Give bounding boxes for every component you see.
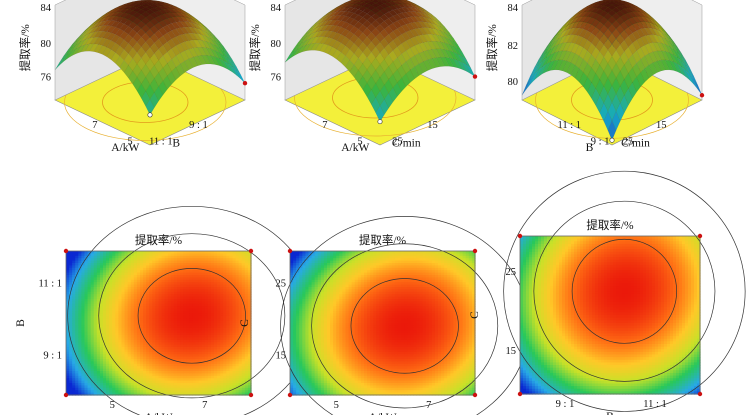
surface-facet <box>349 0 354 2</box>
design-point-marker <box>147 112 153 118</box>
y-tick-label: 9 : 1 <box>189 120 208 131</box>
y-tick-label: 25 <box>392 136 403 147</box>
x-axis-label: A/kW <box>341 142 369 154</box>
z-tick-label: 80 <box>41 39 52 50</box>
z-tick-label: 80 <box>271 39 282 50</box>
x-tick-label: 9 : 1 <box>591 136 610 147</box>
x-axis-label: A/kW <box>111 142 139 154</box>
z-tick-label: 84 <box>271 3 282 14</box>
z-tick-label: 84 <box>41 3 52 14</box>
y-tick-label: 15 <box>656 120 667 131</box>
z-tick-label: 82 <box>508 41 519 52</box>
design-point-marker <box>377 119 383 125</box>
y-tick-label: 15 <box>427 120 438 131</box>
y-axis-label: B <box>172 137 180 149</box>
z-tick-label: 80 <box>508 77 519 88</box>
z-axis-label: 提取率/% <box>248 24 262 72</box>
design-point-marker <box>242 81 248 86</box>
design-point-marker <box>609 137 615 143</box>
x-tick-label: 7 <box>92 120 97 131</box>
x-axis-label: B <box>586 142 594 154</box>
x-tick-label: 7 <box>322 120 327 131</box>
contour-panel-4: 提取率/%57A/kW9 : 111 : 1B <box>15 206 317 415</box>
z-tick-label: 76 <box>41 72 52 83</box>
y-axis-label: C/min <box>392 137 421 149</box>
x-tick-label: 5 <box>357 136 362 147</box>
z-tick-label: 76 <box>271 72 282 83</box>
y-tick-label: 11 : 1 <box>149 136 173 147</box>
z-axis-label: 提取率/% <box>485 24 499 72</box>
x-tick-label: 5 <box>127 136 132 147</box>
surface-panel-2: 76 80 84 提取率/% 5 7 A/kW 15 25C/min <box>248 0 478 154</box>
z-axis-label: 提取率/% <box>18 24 32 72</box>
z-tick-label: 84 <box>508 3 519 14</box>
y-axis-label: C/min <box>621 137 650 149</box>
design-point-marker <box>472 74 478 79</box>
x-tick-label: 11 : 1 <box>558 120 582 131</box>
design-point-marker <box>699 93 705 98</box>
